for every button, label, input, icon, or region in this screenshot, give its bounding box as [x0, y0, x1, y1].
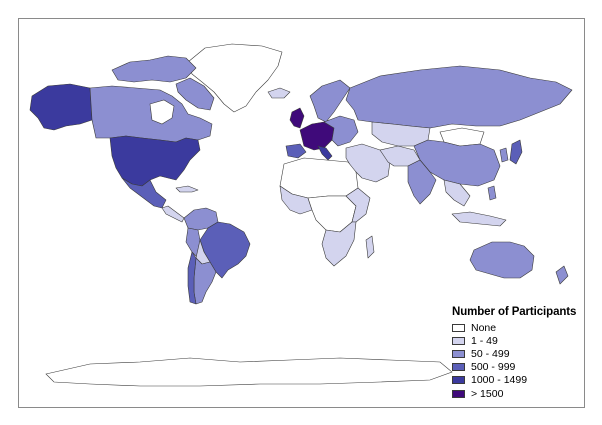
region-iceland [267, 87, 291, 99]
region-russia [345, 65, 573, 129]
legend-label: 500 - 999 [471, 361, 516, 374]
legend-swatch [452, 323, 465, 332]
region-united-states [109, 135, 201, 187]
region-philippines [487, 185, 497, 201]
region-southern-africa [321, 221, 357, 267]
legend-swatch [452, 336, 465, 345]
region-cuba [175, 185, 199, 193]
region-new-zealand [555, 265, 569, 285]
region-canada-islands [111, 55, 197, 83]
legend-swatch [452, 349, 465, 358]
region-western-europe [299, 121, 335, 151]
region-italy [317, 145, 333, 161]
region-baffin-island [175, 77, 215, 111]
legend-title: Number of Participants [452, 306, 577, 318]
region-alaska [29, 83, 93, 131]
region-central-america [161, 205, 185, 223]
legend-item: 1 - 49 [452, 334, 584, 347]
region-east-africa [345, 187, 371, 223]
legend-swatch [452, 376, 465, 385]
legend-label: 1000 - 1499 [471, 374, 528, 387]
legend-item: 500 - 999 [452, 361, 584, 374]
region-china [413, 139, 501, 187]
region-north-africa [279, 157, 359, 199]
legend-label: None [471, 321, 497, 334]
region-madagascar [365, 235, 375, 259]
region-hudson-bay [149, 99, 175, 125]
region-korea [499, 147, 509, 163]
region-west-africa [279, 185, 313, 215]
region-japan [509, 139, 523, 165]
region-eastern-europe [323, 115, 359, 147]
legend-item: 1000 - 1499 [452, 374, 584, 387]
legend-swatch [452, 363, 465, 372]
legend-item: None [452, 321, 584, 334]
region-southeast-asia [443, 179, 471, 207]
region-indonesia [451, 211, 507, 227]
legend-label: 1 - 49 [471, 334, 498, 347]
region-chile [187, 251, 197, 305]
legend-item: > 1500 [452, 387, 584, 400]
region-scandinavia [309, 79, 351, 123]
region-spain [285, 143, 307, 159]
legend-label: 50 - 499 [471, 347, 510, 360]
legend-label: > 1500 [471, 387, 504, 400]
region-antarctica [45, 357, 453, 387]
legend-item: 50 - 499 [452, 347, 584, 360]
region-mexico [121, 177, 167, 209]
region-uk [289, 107, 305, 129]
legend: Number of Participants None 1 - 49 50 - 49… [452, 306, 584, 400]
region-india [407, 159, 437, 205]
legend-swatch [452, 389, 465, 398]
legend-items: None 1 - 49 50 - 499 500 - 999 1000 - 1499 > … [452, 321, 584, 400]
region-greenland [187, 43, 283, 113]
region-australia [469, 241, 535, 279]
